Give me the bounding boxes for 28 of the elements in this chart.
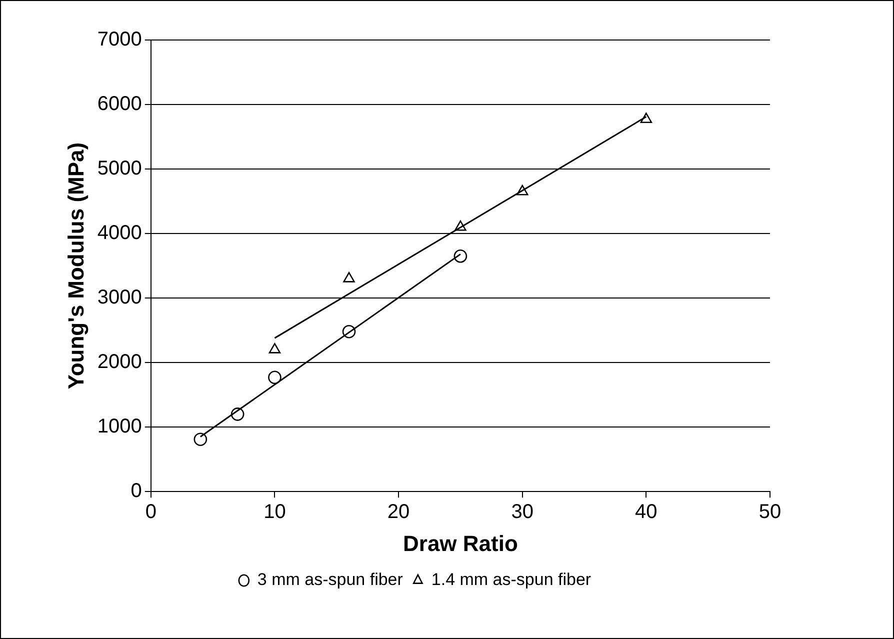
point [640,112,652,124]
point [516,184,528,196]
y-tick-label: 6000 [97,93,142,116]
x-tick-label: 10 [264,501,286,524]
point [454,220,466,231]
legend-label: 1.4 mm as-spun fiber [431,570,592,590]
point [268,370,282,384]
point [268,343,281,354]
x-axis-title: Draw Ratio [402,530,518,556]
x-tick-label: 40 [635,501,658,524]
point [343,272,355,282]
legend-label: 3 mm as-spun fiber [257,570,404,590]
point [194,432,208,446]
x-tick-label: 20 [387,501,410,524]
y-tick-label: 4000 [97,222,142,244]
x-tick-label: 0 [145,501,156,524]
x-tick-label: 50 [758,501,782,524]
y-tick-label: 0 [130,480,142,502]
y-axis-title: Young's Modulus (MPa) [63,142,88,390]
point [342,324,356,338]
y-tick-label: 5000 [97,158,142,180]
y-tick-label: 2000 [97,351,142,374]
x-tick-label: 30 [511,501,534,524]
point [230,408,244,421]
y-tick-label: 3000 [97,286,142,309]
point [454,249,468,263]
y-tick-label: 1000 [97,416,142,438]
y-tick-label: 7000 [97,28,142,51]
